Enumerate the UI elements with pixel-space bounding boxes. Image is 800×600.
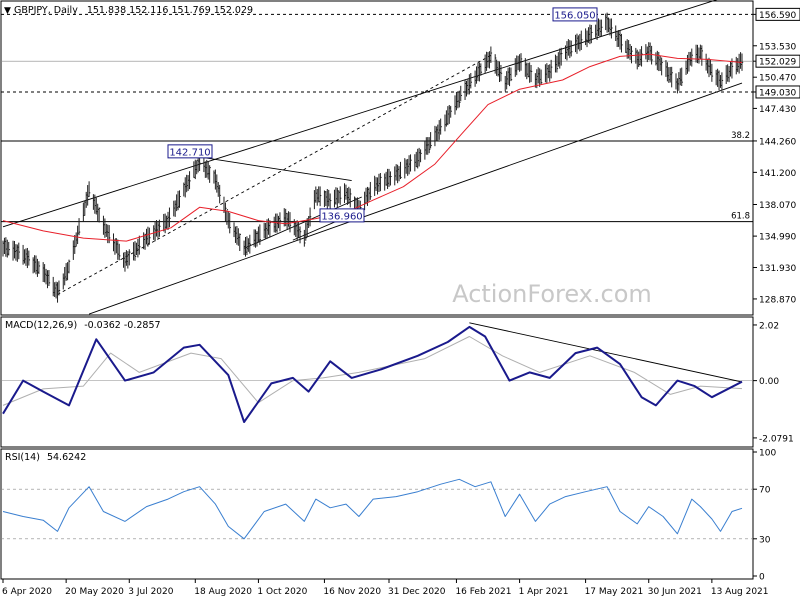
collapse-arrow-icon[interactable]: ▼ <box>4 6 11 16</box>
price-layer: 38.2 61.8 156.050 142.710 136.960 156.590 153.… <box>1 0 800 315</box>
x-axis: 6 Apr 2020 20 May 2020 3 Jul 2020 18 Aug 20… <box>2 579 769 597</box>
price-axis-tick-label: 156.590 <box>759 11 796 21</box>
macd-panel: MACD(12,26,9) -0.0362 -0.2857 2.02 0.00 -2… <box>0 316 794 448</box>
level-annotation-box <box>319 208 365 223</box>
macd-trend-line <box>469 322 743 383</box>
fib-level-label: 61.8 <box>731 212 750 222</box>
x-axis-tick-label: 16 Nov 2020 <box>323 587 381 597</box>
price-axis-tick-label: 144.260 <box>759 137 796 147</box>
rsi-axis-tick-label: 70 <box>759 486 771 496</box>
price-panel: ▼ GBPJPY, Daily 151.838 152.116 151.769 … <box>0 0 800 316</box>
x-axis-tick-label: 13 Aug 2021 <box>711 587 769 597</box>
moving-average-line <box>2 53 743 242</box>
level-annotation-box <box>552 7 598 22</box>
price-axis-tick-highlight-box <box>755 54 800 68</box>
triangle-lower-line <box>243 196 362 249</box>
macd-axis-tick-label: 2.02 <box>759 321 779 331</box>
x-axis-tick-label: 6 Apr 2020 <box>2 587 52 597</box>
macd-line <box>2 325 743 423</box>
level-annotation-label: 136.960 <box>321 211 362 222</box>
price-axis-tick-label: 131.930 <box>759 264 796 274</box>
level-annotation-label: 156.050 <box>554 10 595 21</box>
x-axis-tick-label: 18 Aug 2020 <box>194 587 252 597</box>
watermark: ActionForex.com <box>452 280 652 308</box>
x-axis-tick-label: 1 Oct 2020 <box>257 587 307 597</box>
triangle-upper-line <box>199 156 352 182</box>
channel-mid-dashed-line <box>57 54 492 295</box>
price-axis-tick-label: 153.530 <box>759 42 796 52</box>
x-axis-tick-label: 3 Jul 2020 <box>128 587 173 597</box>
rsi-line <box>2 478 743 540</box>
rsi-indicator-name: RSI(14) <box>5 452 40 463</box>
rsi-axis-tick-label: 0 <box>759 573 765 583</box>
rsi-readout: 54.6242 <box>47 452 86 463</box>
rsi-panel: RSI(14) 54.6242 100 70 30 0 <box>0 448 776 583</box>
chart-title-symbol: GBPJPY, Daily <box>14 5 78 16</box>
price-axis-tick-label: 138.070 <box>759 201 796 211</box>
chart-title: GBPJPY, Daily 151.838 152.116 151.769 15… <box>14 5 253 16</box>
price-axis-tick-label: 149.030 <box>759 88 796 98</box>
chart-title-ohlc: 151.838 152.116 151.769 152.029 <box>87 5 253 16</box>
rsi-panel-frame <box>0 448 754 580</box>
price-axis-tick-highlight-box <box>755 7 800 21</box>
price-axis-tick-label: 141.200 <box>759 169 796 179</box>
macd-axis-tick-label: 0.00 <box>759 377 779 387</box>
price-panel-frame <box>0 0 754 316</box>
level-annotation-box <box>167 144 213 159</box>
x-axis-tick-label: 31 Dec 2020 <box>388 587 446 597</box>
price-axis-tick-highlight-box <box>755 85 800 99</box>
x-axis-tick-label: 30 Jun 2021 <box>648 587 702 597</box>
macd-readout: -0.0362 -0.2857 <box>84 320 160 331</box>
macd-panel-frame <box>0 316 754 448</box>
price-axis-tick-label: 150.470 <box>759 74 796 84</box>
macd-signal-line <box>2 336 743 406</box>
macd-axis-tick-label: -2.0791 <box>759 434 794 444</box>
x-axis-tick-label: 20 May 2020 <box>65 587 124 597</box>
fib-level-label: 38.2 <box>731 131 750 141</box>
rsi-label: RSI(14) 54.6242 <box>5 452 86 463</box>
rsi-axis-tick-label: 100 <box>759 449 776 459</box>
x-axis-tick-label: 1 Apr 2021 <box>519 587 569 597</box>
rsi-axis-tick-label: 30 <box>759 535 771 545</box>
macd-indicator-name: MACD(12,26,9) <box>5 320 77 331</box>
price-axis-tick-label: 152.029 <box>759 58 796 68</box>
level-annotation-label: 142.710 <box>169 147 210 158</box>
rsi-layer: 100 70 30 0 <box>1 449 776 583</box>
channel-lower-line <box>88 82 743 315</box>
macd-layer: 2.02 0.00 -2.0791 <box>1 321 794 444</box>
x-axis-tick-label: 17 May 2021 <box>585 587 644 597</box>
price-axis-tick-label: 128.870 <box>759 295 796 305</box>
price-axis-tick-label: 134.990 <box>759 233 796 243</box>
x-axis-tick-label: 16 Feb 2021 <box>455 587 511 597</box>
price-axis-tick-label: 147.430 <box>759 105 796 115</box>
macd-label: MACD(12,26,9) -0.0362 -0.2857 <box>5 320 161 331</box>
